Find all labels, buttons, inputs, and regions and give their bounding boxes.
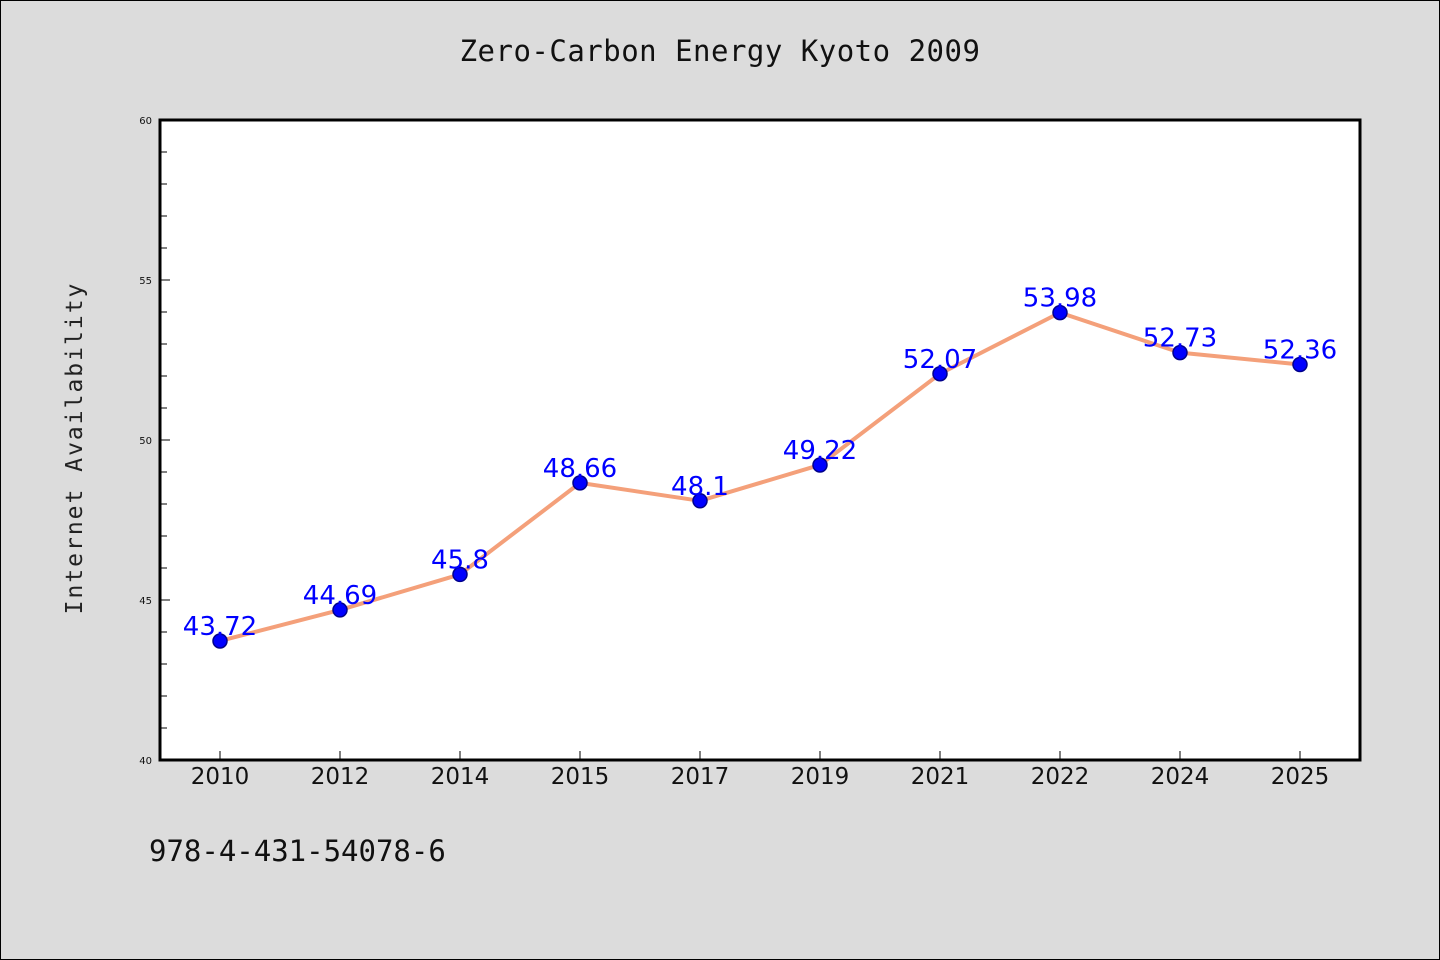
data-label: 52.73 [1143,324,1217,354]
series-group: 43.72 44.69 45.8 48.66 48.1 49.22 52.07 53.98 52… [183,284,1337,649]
x-tick-label: 2017 [671,764,730,790]
y-tick-label: 60 [139,116,152,127]
x-axis: 2010 2012 2014 2015 2017 2019 2021 2022 2024 2025 [191,751,1330,790]
data-label: 48.66 [543,454,617,484]
y-tick-label: 55 [139,276,152,287]
data-label: 43.72 [183,612,257,642]
data-point [1052,304,1068,321]
x-tick-label: 2015 [551,764,610,790]
data-point [572,475,588,491]
data-point [812,457,828,473]
chart-title: Zero-Carbon Energy Kyoto 2009 [459,34,981,68]
data-point [212,633,228,649]
x-tick-label: 2022 [1031,764,1090,790]
data-point [1172,344,1188,361]
data-point [332,602,348,618]
x-tick-label: 2021 [911,764,970,790]
y-tick-label: 45 [139,596,152,607]
data-point [692,493,708,509]
data-label: 45.8 [431,545,489,575]
data-label: 52.07 [903,345,977,375]
data-label: 52.36 [1263,335,1337,365]
data-label: 48.1 [671,472,729,502]
x-tick-label: 2019 [791,764,850,790]
x-tick-label: 2025 [1271,764,1330,790]
x-tick-label: 2012 [311,764,370,790]
data-label: 49.22 [783,436,857,466]
x-tick-label: 2024 [1151,764,1210,790]
plot-area [158,118,1362,762]
y-axis: 40 45 50 55 60 [139,116,170,767]
x-tick-label: 2010 [191,764,250,790]
y-tick-label: 40 [139,756,152,767]
x-tick-label: 2014 [431,764,490,790]
y-tick-label: 50 [139,436,152,447]
data-label: 44.69 [303,581,377,611]
data-point [932,366,948,382]
data-point [1292,356,1308,373]
data-point [452,566,468,583]
series-line [218,310,1302,643]
data-label: 53.98 [1023,284,1097,314]
isbn-text: 978-4-431-54078-6 [149,834,446,868]
